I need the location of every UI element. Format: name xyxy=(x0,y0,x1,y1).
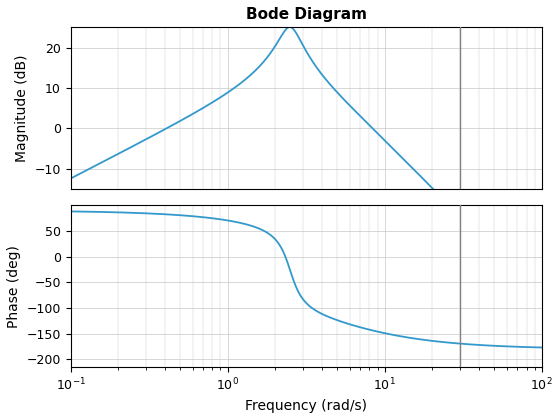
Y-axis label: Phase (deg): Phase (deg) xyxy=(7,245,21,328)
X-axis label: Frequency (rad/s): Frequency (rad/s) xyxy=(245,399,367,413)
Title: Bode Diagram: Bode Diagram xyxy=(246,7,367,22)
Y-axis label: Magnitude (dB): Magnitude (dB) xyxy=(15,55,29,162)
